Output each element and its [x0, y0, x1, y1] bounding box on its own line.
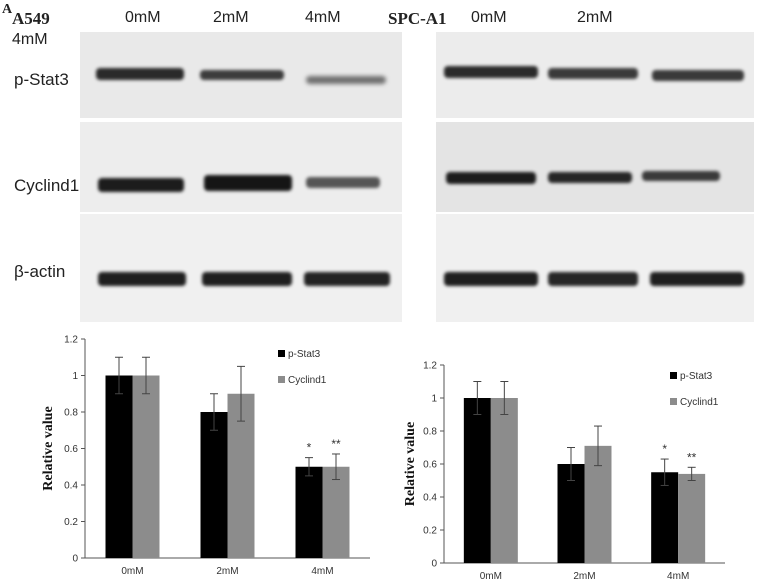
- a549-y-tick-label: 0.2: [64, 517, 78, 528]
- blot-band: [650, 272, 744, 286]
- blot-band: [652, 70, 744, 81]
- a549-x-tick-label: 0mM: [121, 566, 143, 577]
- spca1-bar-cyclind1: [678, 473, 706, 563]
- a549-legend-label: p-Stat3: [288, 349, 321, 360]
- spca1-x-tick-label: 4mM: [667, 571, 689, 580]
- a549-y-axis-label: Relative value: [41, 406, 56, 490]
- spca1-significance-mark: *: [662, 442, 667, 456]
- blot-band: [200, 70, 284, 80]
- header-a549-2mm: 2mM: [213, 9, 249, 26]
- spca1-bar-pstat3: [463, 398, 491, 563]
- blot-panel-a549-cyclind1: [80, 122, 402, 212]
- blot-band: [548, 172, 632, 183]
- spca1-y-tick-label: 1: [431, 394, 437, 405]
- a549-bar-pstat3: [105, 375, 133, 558]
- spca1-y-tick-label: 0.6: [423, 460, 437, 471]
- a549-y-tick-label: 0.8: [64, 408, 78, 419]
- blot-band: [548, 272, 638, 286]
- blot-label-cyclind1: Cyclind1: [14, 176, 80, 195]
- a549-significance-mark: *: [307, 441, 312, 455]
- blot-panel-a549-actin: [80, 214, 402, 322]
- a549-y-tick-label: 0.4: [64, 481, 78, 492]
- spca1-y-tick-label: 0.2: [423, 526, 437, 537]
- a549-bar-pstat3: [295, 466, 323, 558]
- header-a549-4mm: 4mM: [305, 9, 341, 26]
- spca1-y-axis-label: Relative value: [403, 422, 418, 506]
- cell-line-a549: A549: [12, 9, 50, 28]
- blot-label-beta-actin: β-actin: [14, 262, 66, 281]
- header-spca1-0mm: 0mM: [471, 9, 507, 26]
- spca1-bar-pstat3: [651, 472, 679, 563]
- a549-x-tick-label: 2mM: [216, 566, 238, 577]
- blot-panel-spca1-cyclind1: [436, 122, 754, 212]
- spca1-y-tick-label: 0.8: [423, 427, 437, 438]
- blot-panel-spca1-actin: [436, 214, 754, 322]
- spca1-legend-label: Cyclind1: [680, 397, 719, 408]
- blot-band: [98, 178, 184, 192]
- a549-y-tick-label: 1: [72, 371, 78, 382]
- bar-chart-spca1: 0 0.2 0.4 0.6 0.8 1 1.2 Relative value 0mM 2mM 4mM…: [403, 361, 725, 580]
- blot-band: [444, 272, 538, 286]
- a549-significance-mark: **: [331, 437, 341, 451]
- blot-panel-a549-pstat3: [80, 32, 402, 118]
- blot-band: [446, 172, 536, 184]
- spca1-legend-swatch: [670, 372, 677, 379]
- a549-bar-pstat3: [200, 412, 228, 558]
- spca1-legend-swatch: [670, 398, 677, 405]
- blot-band: [202, 272, 292, 286]
- blot-band: [304, 272, 390, 286]
- blot-band: [96, 68, 184, 80]
- blot-band: [306, 76, 386, 84]
- a549-x-tick-label: 4mM: [311, 566, 333, 577]
- blot-band: [444, 66, 538, 78]
- spca1-legend-label: p-Stat3: [680, 371, 713, 382]
- blot-band: [642, 171, 720, 181]
- blot-band: [98, 272, 186, 286]
- blot-band: [548, 68, 638, 79]
- cell-line-spca1: SPC-A1: [388, 9, 447, 28]
- panel-letter: A: [2, 2, 13, 17]
- header-a549-0mm: 0mM: [125, 9, 161, 26]
- a549-y-tick-label: 0.6: [64, 444, 78, 455]
- spca1-y-tick-label: 0.4: [423, 493, 437, 504]
- a549-bar-cyclind1: [322, 466, 350, 558]
- spca1-y-tick-label: 0: [431, 559, 437, 570]
- a549-y-tick-label: 1.2: [64, 335, 78, 346]
- spca1-significance-mark: **: [687, 450, 697, 464]
- a549-legend-label: Cyclind1: [288, 375, 327, 386]
- a549-bar-cyclind1: [132, 375, 160, 558]
- blot-panel-spca1-pstat3: [436, 32, 754, 118]
- blot-band: [306, 177, 380, 188]
- spca1-y-tick-label: 1.2: [423, 361, 437, 372]
- blot-label-pstat3: p-Stat3: [14, 70, 69, 89]
- spca1-x-tick-label: 0mM: [480, 571, 502, 580]
- header-wrapped-4mm: 4mM: [12, 31, 48, 48]
- spca1-x-tick-label: 2mM: [573, 571, 595, 580]
- bar-chart-a549: 0 0.2 0.4 0.6 0.8 1 1.2 Relative value 0mM 2mM 4mM…: [41, 335, 370, 577]
- blot-band: [204, 175, 292, 191]
- a549-legend-swatch: [278, 350, 285, 357]
- a549-legend-swatch: [278, 376, 285, 383]
- a549-y-tick-label: 0: [72, 554, 78, 565]
- header-spca1-2mm: 2mM: [577, 9, 613, 26]
- spca1-bar-cyclind1: [490, 398, 518, 563]
